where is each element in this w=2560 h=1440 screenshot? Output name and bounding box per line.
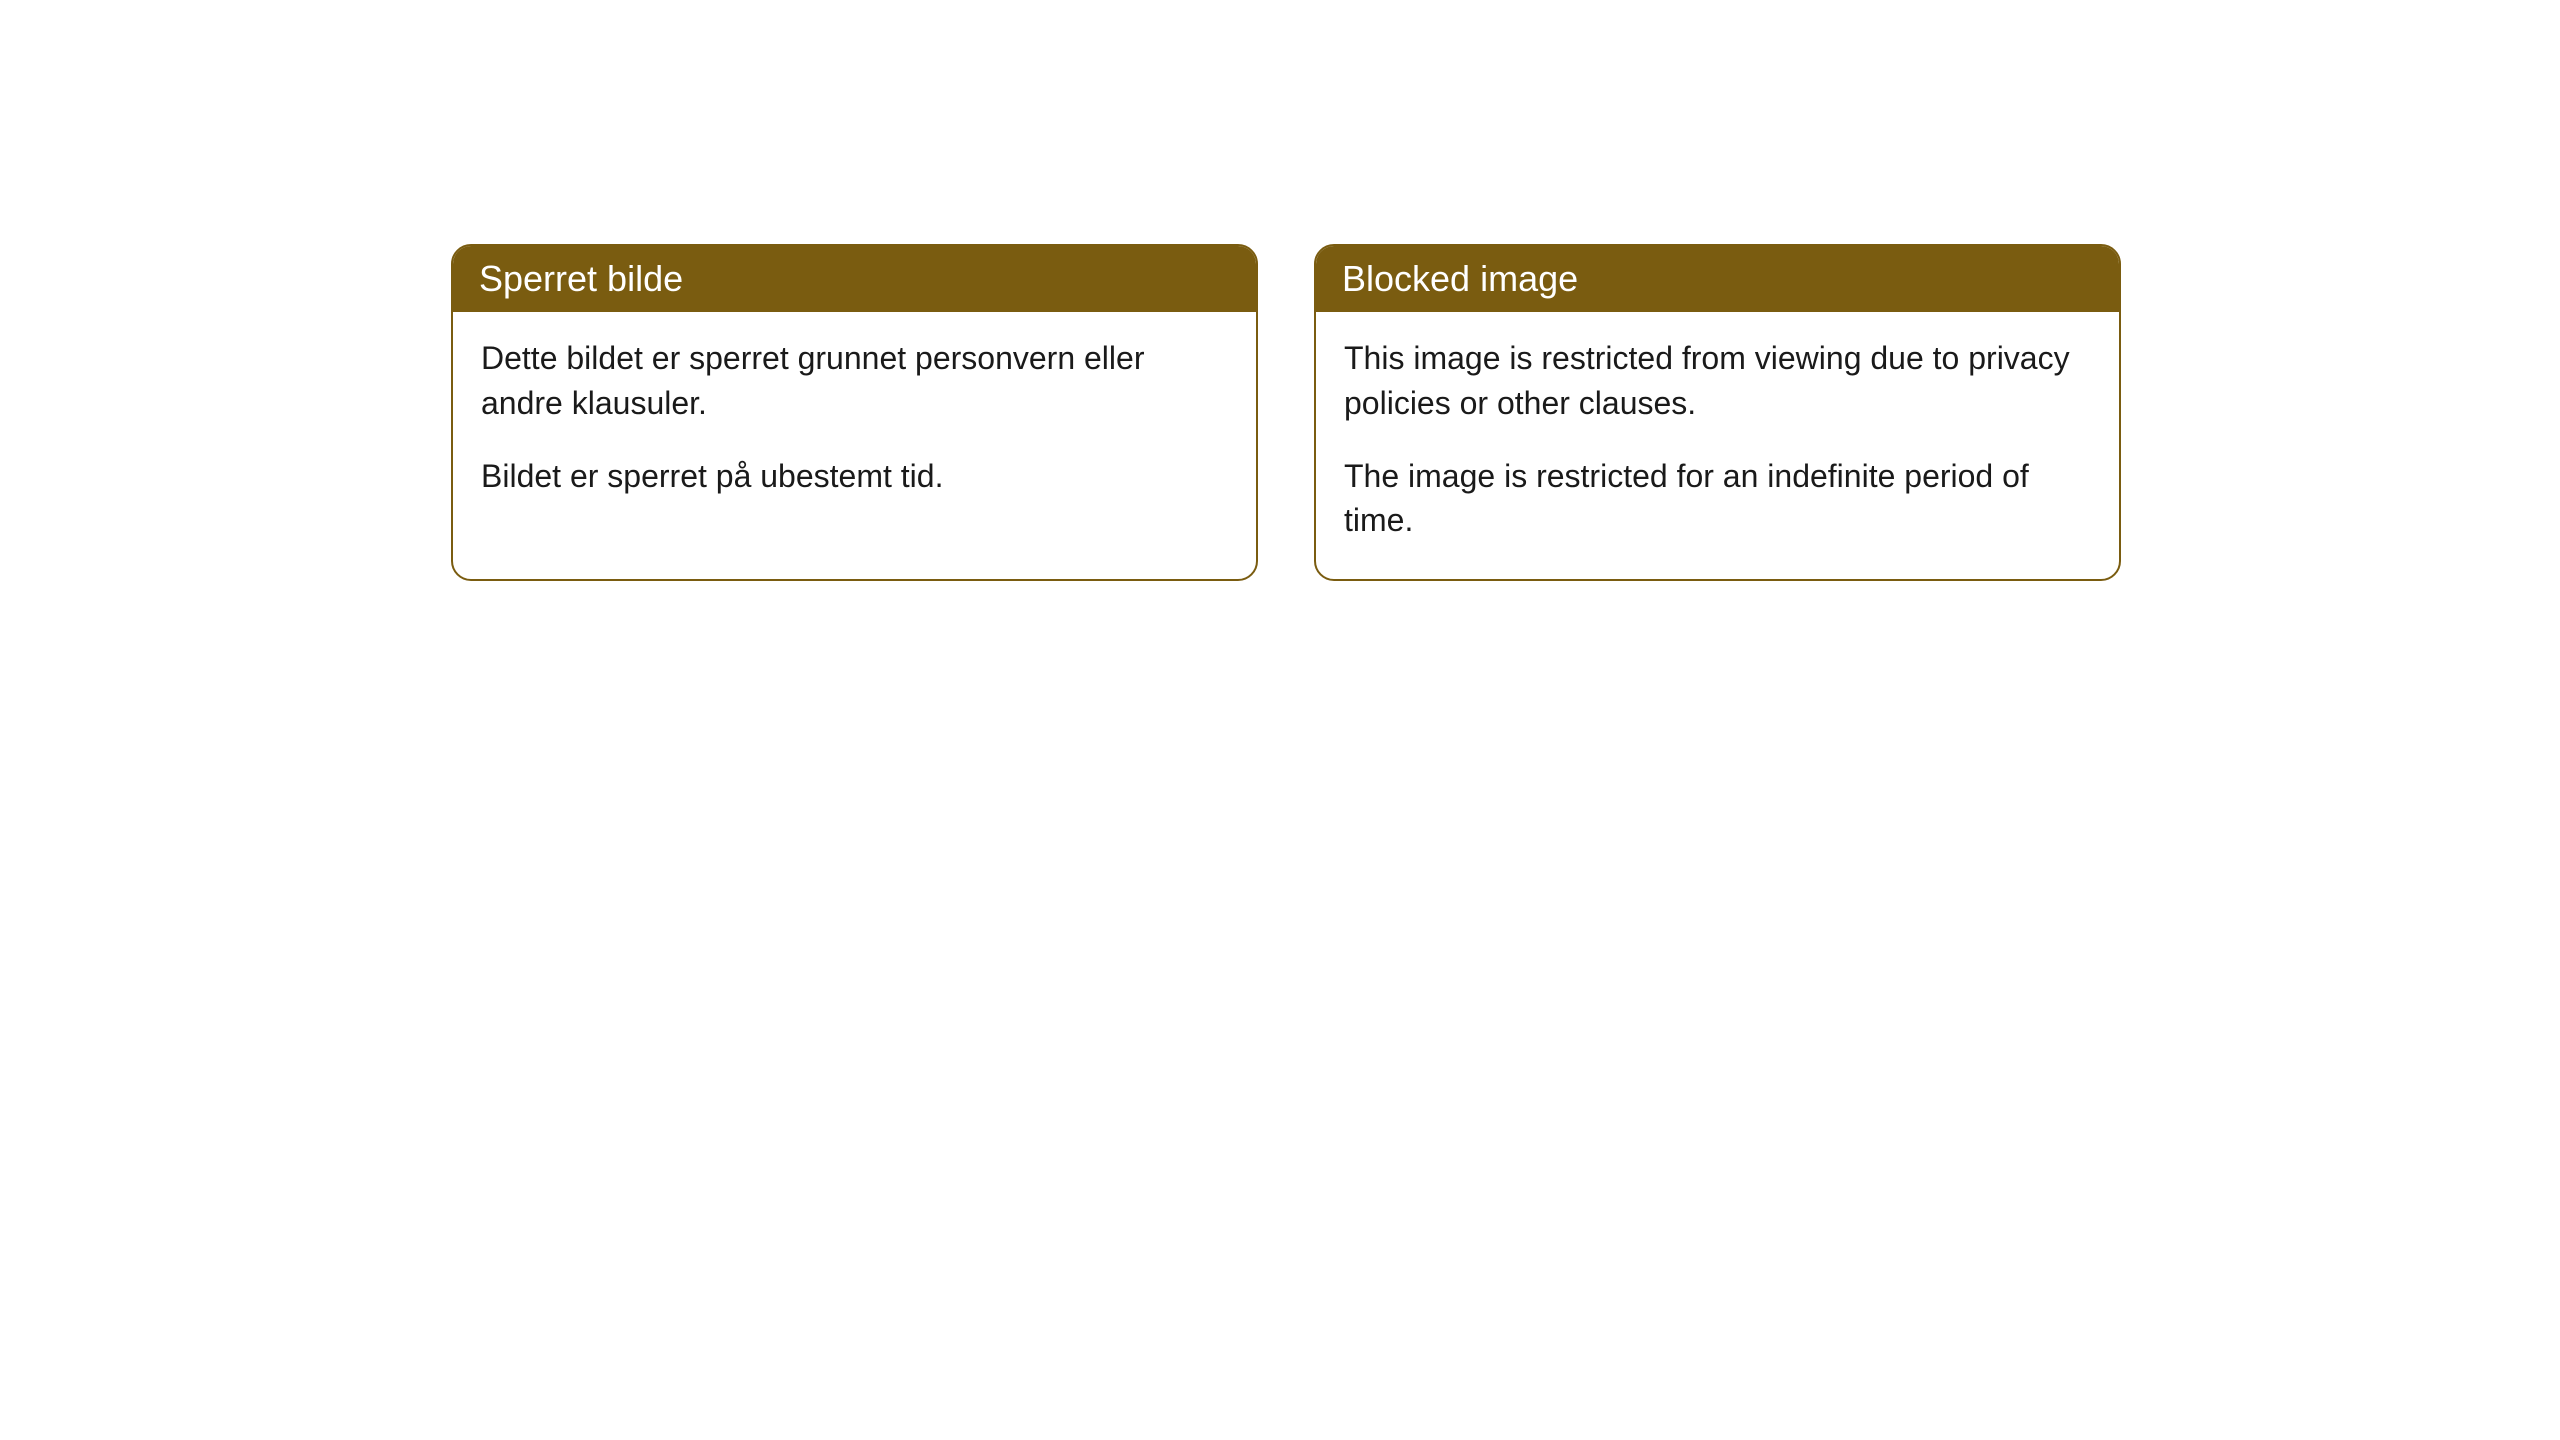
card-body: This image is restricted from viewing du… bbox=[1316, 312, 2119, 579]
blocked-image-card-norwegian: Sperret bilde Dette bildet er sperret gr… bbox=[451, 244, 1258, 581]
card-title: Sperret bilde bbox=[479, 258, 683, 299]
card-title: Blocked image bbox=[1342, 258, 1578, 299]
card-paragraph-1: This image is restricted from viewing du… bbox=[1344, 336, 2091, 426]
card-paragraph-1: Dette bildet er sperret grunnet personve… bbox=[481, 336, 1228, 426]
card-header: Blocked image bbox=[1316, 246, 2119, 312]
blocked-image-card-english: Blocked image This image is restricted f… bbox=[1314, 244, 2121, 581]
card-body: Dette bildet er sperret grunnet personve… bbox=[453, 312, 1256, 534]
card-header: Sperret bilde bbox=[453, 246, 1256, 312]
card-paragraph-2: Bildet er sperret på ubestemt tid. bbox=[481, 454, 1228, 499]
info-cards-container: Sperret bilde Dette bildet er sperret gr… bbox=[451, 244, 2121, 581]
card-paragraph-2: The image is restricted for an indefinit… bbox=[1344, 454, 2091, 544]
